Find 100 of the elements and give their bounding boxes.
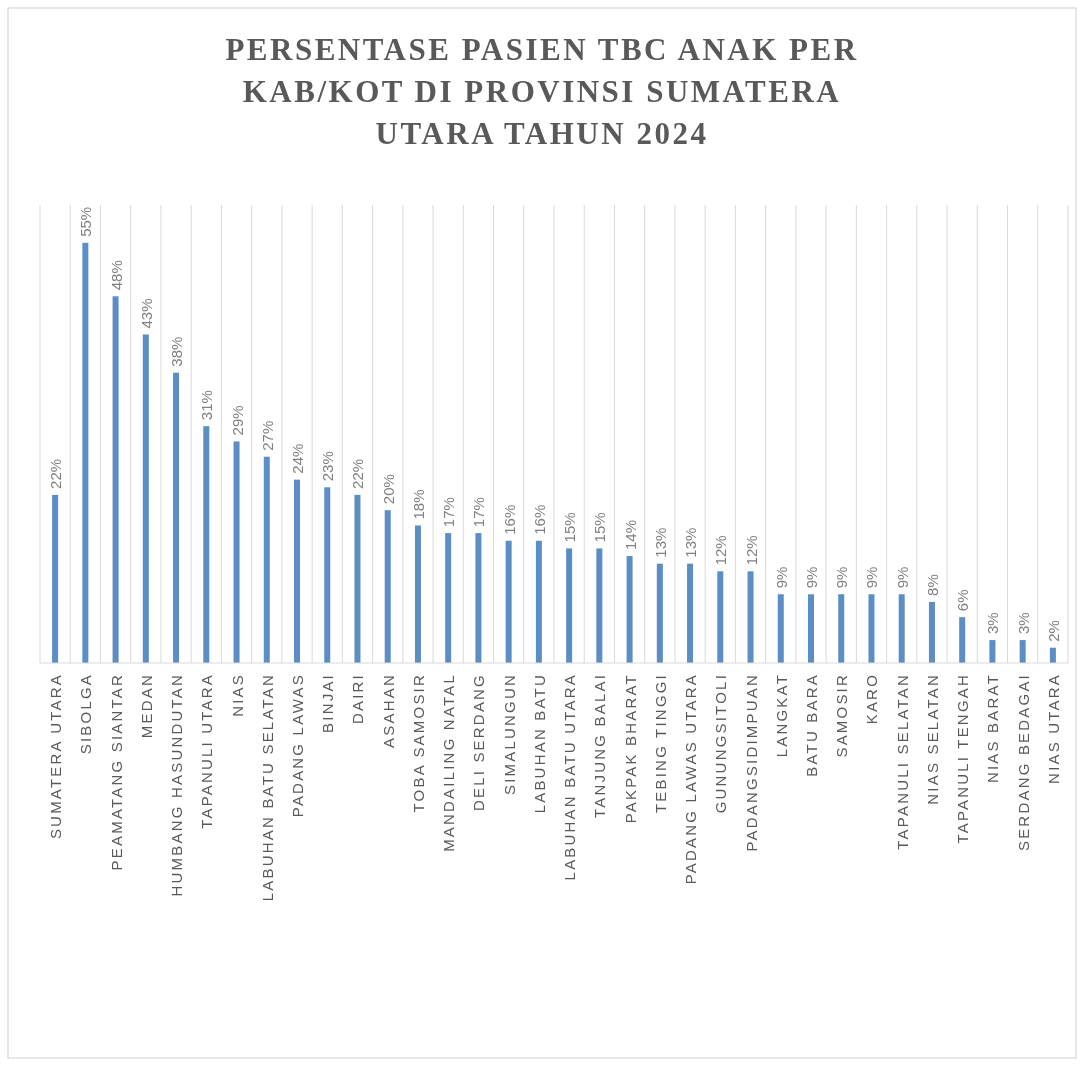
x-tick-label: TANJUNG BALAI — [591, 673, 609, 819]
data-label: 20% — [379, 474, 397, 505]
bar — [445, 533, 452, 663]
data-label: 15% — [561, 512, 579, 543]
x-tick-label: TAPANULI TENGAH — [954, 673, 972, 844]
x-tick-label: PADANG LAWAS — [289, 673, 306, 818]
bar — [505, 540, 512, 663]
x-tick-label: DELI SERDANG — [470, 673, 488, 812]
data-label: 17% — [470, 497, 488, 528]
data-label: 3% — [984, 612, 1002, 635]
x-tick-label: NIAS UTARA — [1044, 673, 1062, 784]
data-label: 29% — [228, 405, 246, 436]
bar — [233, 441, 240, 663]
x-tick-label: TAPANULI SELATAN — [893, 673, 911, 850]
bar — [959, 617, 966, 663]
bar — [535, 540, 542, 663]
x-tick-label: NIAS BARAT — [984, 673, 1002, 784]
bar — [868, 594, 875, 663]
x-tick-label: MEDAN — [137, 673, 155, 739]
data-label: 9% — [893, 566, 911, 589]
data-label: 12% — [712, 535, 730, 566]
bar — [656, 563, 663, 663]
bar — [324, 487, 331, 663]
data-label: 22% — [47, 458, 65, 489]
bar — [142, 334, 149, 663]
data-label: 48% — [107, 260, 125, 291]
x-tick-label: ASAHAN — [379, 673, 397, 748]
bar — [777, 594, 784, 663]
bar — [687, 563, 694, 663]
x-tick-label: LANGKAT — [772, 673, 790, 758]
x-tick-label: LABUHAN BATU SELATAN — [258, 673, 276, 902]
data-label: 22% — [349, 458, 367, 489]
data-label: 15% — [591, 512, 609, 543]
chart-title: PERSENTASE PASIEN TBC ANAK PER KAB/KOT DI PROVINSI SUMATERA UTARA TAHUN 2024 — [225, 32, 859, 151]
data-label: 23% — [319, 451, 337, 482]
data-label: 38% — [168, 336, 186, 367]
data-label: 12% — [742, 535, 760, 566]
bar — [475, 533, 482, 663]
bar — [626, 556, 633, 663]
data-label: 16% — [530, 504, 548, 535]
bar — [808, 594, 814, 663]
data-label: 17% — [440, 497, 458, 528]
data-label: 18% — [409, 489, 427, 520]
bar — [1019, 640, 1026, 663]
x-tick-label: GUNUNGSITOLI — [712, 673, 730, 814]
bar — [52, 494, 59, 663]
data-label: 27% — [258, 420, 276, 451]
bar — [717, 571, 724, 663]
bar — [263, 456, 270, 663]
data-label: 24% — [289, 443, 306, 474]
x-tick-label: PADANG LAWAS UTARA — [682, 673, 700, 885]
data-label: 13% — [682, 527, 700, 558]
data-label: 16% — [500, 504, 518, 535]
x-tick-label: PADANGSIDIMPUAN — [742, 673, 760, 852]
data-label: 13% — [651, 527, 669, 558]
bar — [566, 548, 573, 663]
bar — [838, 594, 845, 663]
x-tick-label: SAMOSIR — [833, 673, 851, 758]
bar — [989, 640, 996, 663]
x-tick-label: SUMATERA UTARA — [47, 673, 65, 840]
x-tick-label: TOBA SAMOSIR — [409, 673, 427, 813]
bar — [747, 571, 754, 663]
bar — [384, 510, 391, 663]
bar — [928, 601, 935, 663]
data-label: 6% — [954, 589, 972, 612]
x-tick-label: LABUHAN BATU — [530, 673, 548, 814]
data-label: 3% — [1014, 612, 1032, 635]
x-tick-label: NIAS — [228, 673, 246, 717]
x-tick-label: PAKPAK BHARAT — [621, 673, 639, 824]
data-label: 8% — [923, 574, 941, 596]
x-tick-label: MANDAILING NATAL — [440, 673, 458, 852]
bar — [414, 525, 421, 663]
x-tick-label: TEBING TINGGI — [651, 673, 669, 814]
x-tick-label: NIAS SELATAN — [923, 673, 941, 805]
x-tick-label: PEAMATANG SIANTAR — [107, 673, 125, 871]
bar — [354, 494, 361, 663]
bar — [294, 479, 300, 663]
x-tick-label: SIBOLGA — [77, 673, 95, 755]
x-tick-label: SERDANG BEDAGAI — [1014, 673, 1032, 852]
x-tick-label: DAIRI — [349, 673, 367, 725]
bar — [596, 548, 603, 663]
x-tick-label: LABUHAN BATU UTARA — [561, 673, 579, 881]
data-label: 9% — [833, 566, 851, 589]
bar — [898, 594, 905, 663]
x-tick-label: HUMBANG HASUNDUTAN — [168, 673, 186, 897]
data-label: 31% — [198, 390, 216, 421]
x-tick-label: SIMALUNGUN — [500, 673, 518, 796]
x-tick-label: BATU BARA — [803, 673, 820, 777]
data-label: 9% — [772, 566, 790, 589]
data-label: 9% — [803, 566, 820, 589]
data-label: 2% — [1044, 620, 1062, 642]
bar — [173, 372, 180, 663]
bar — [203, 426, 210, 663]
data-label: 14% — [621, 520, 639, 551]
data-label: 43% — [137, 298, 155, 329]
data-label: 55% — [77, 206, 95, 237]
data-label: 9% — [863, 566, 881, 589]
bar — [1049, 647, 1056, 663]
bar — [82, 242, 89, 663]
x-tick-label: KARO — [863, 673, 881, 725]
